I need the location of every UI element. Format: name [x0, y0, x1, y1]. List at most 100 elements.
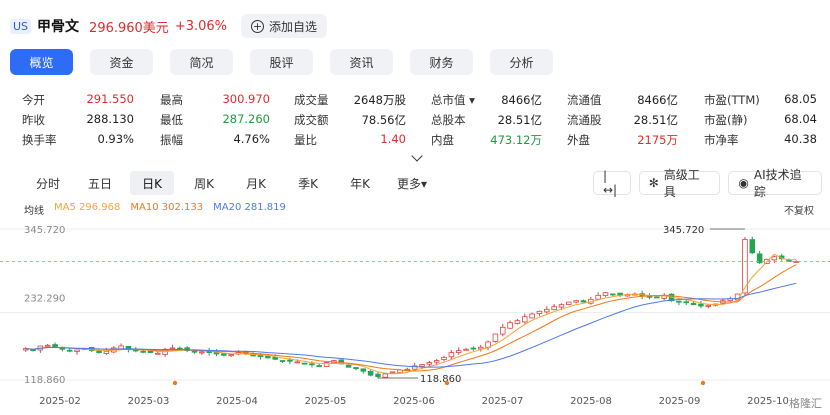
period-daily[interactable]: 日K [130, 171, 174, 195]
period-yearly[interactable]: 年K [350, 176, 370, 191]
candle-body [228, 354, 234, 357]
candle-body [470, 347, 477, 350]
stats-row: 换手率 0.93% 振幅 4.76% 量比 1.40 内盘 473.12万 外盘 2175万 市净率… [22, 130, 817, 150]
period-monthly[interactable]: 月K [246, 176, 266, 191]
candle-body [698, 303, 704, 307]
candle-body [301, 362, 308, 365]
tab-analysis[interactable]: 分析 [490, 49, 553, 75]
candlestick-chart[interactable]: 345.720 232.290 118.860 345.720 118.860 2025-… [0, 215, 830, 415]
candle-body [433, 360, 440, 363]
period-more-dropdown[interactable]: 更多▾ [396, 176, 428, 191]
stats-row: 今开 291.550 最高 300.970 成交量 2648万股 总市值 ▾ 8466亿 流通值… [22, 90, 817, 110]
period-selector: 分时 五日 日K 周K 月K 季K 年K 更多▾ [26, 171, 442, 195]
stat-value: 8466亿 [501, 93, 542, 107]
stat-value: 0.93% [97, 132, 134, 146]
candle-body [499, 326, 506, 335]
candle-body [44, 344, 51, 347]
tab-overview[interactable]: 概览 [10, 49, 73, 75]
candle-body [492, 333, 499, 342]
tab-comments[interactable]: 股评 [250, 49, 313, 75]
stat-label: 量比 [294, 133, 317, 147]
watermark-logo: 格隆汇 [789, 397, 822, 410]
tab-funds[interactable]: 资金 [90, 49, 153, 75]
candle-body [654, 296, 660, 299]
candle-body [221, 353, 227, 356]
candle-body [602, 292, 609, 297]
x-tick-label: 2025-08 [570, 396, 612, 407]
candle-body [287, 359, 293, 362]
candle-body [389, 371, 396, 374]
candle-body [756, 253, 763, 264]
y-tick-label: 232.290 [24, 294, 65, 305]
chart-tools: |↔| ✻ 高级工具 ◉ AI技术追踪 [593, 168, 830, 199]
price-adjust-toggle[interactable]: 不复权 [784, 206, 814, 217]
tab-profile[interactable]: 简况 [170, 49, 233, 75]
ma20-value: MA20 281.819 [213, 202, 286, 213]
period-quarterly[interactable]: 季K [298, 176, 318, 191]
last-price: 296.960美元 [89, 20, 169, 36]
ma-label: 均线 [24, 206, 44, 217]
add-watchlist-button[interactable]: + 添加自选 [241, 14, 328, 38]
candle-body [793, 261, 800, 263]
y-tick-label: 345.720 [24, 225, 65, 236]
ai-tracking-label: AI技术追踪 [753, 168, 802, 199]
candle-body [455, 350, 462, 353]
candle-body [367, 370, 374, 376]
stat-label: 市净率 [704, 133, 739, 147]
candle-body [404, 368, 411, 371]
x-tick-label: 2025-06 [393, 396, 435, 407]
y-tick-label: 118.860 [24, 375, 65, 386]
stat-value: 8466亿 [637, 93, 678, 107]
candle-body [771, 256, 778, 261]
moving-average-legend: 均线 MA5 296.968 MA10 302.133 MA20 281.819 [24, 202, 296, 217]
candle-body [309, 363, 315, 366]
period-intraday[interactable]: 分时 [35, 176, 60, 191]
candle-body [316, 365, 323, 367]
price-change-percent: +3.06% [174, 18, 228, 34]
candle-body [191, 350, 198, 353]
candle-body [742, 239, 748, 294]
expand-chart-button[interactable]: |↔| [593, 169, 631, 197]
stat-label: 昨收 [22, 113, 45, 127]
candle-body [66, 349, 73, 352]
candle-body [375, 373, 381, 377]
stat-label: 换手率 [22, 133, 57, 147]
stat-value: 288.130 [86, 112, 134, 126]
candle-body [610, 293, 616, 296]
x-tick-label: 2025-09 [659, 396, 701, 407]
candle-body [345, 364, 352, 368]
candle-body [514, 320, 521, 324]
advanced-tools-label: 高级工具 [663, 168, 700, 199]
x-tick-label: 2025-10 [747, 396, 789, 407]
x-tick-label: 2025-03 [128, 396, 170, 407]
x-tick-label: 2025-04 [216, 396, 258, 407]
stat-value: 1.40 [380, 132, 406, 146]
stat-label: 外盘 [567, 133, 590, 147]
stat-value: 28.51亿 [633, 113, 678, 127]
chevron-down-icon[interactable] [411, 150, 423, 162]
market-badge: US [10, 18, 32, 34]
tab-financials[interactable]: 财务 [410, 49, 473, 75]
candle-body [676, 300, 682, 303]
stat-value: 4.76% [233, 132, 270, 146]
period-weekly[interactable]: 周K [194, 176, 214, 191]
candle-body [279, 360, 286, 362]
min-price-label: 118.860 [420, 374, 461, 385]
stat-label: 流通值 [567, 93, 602, 107]
x-tick-label: 2025-05 [305, 396, 347, 407]
advanced-tools-button[interactable]: ✻ 高级工具 [638, 168, 721, 199]
candle-body [573, 300, 579, 303]
expand-horizontal-icon: |↔| [603, 169, 618, 197]
stat-value: 40.38 [784, 132, 817, 146]
stat-label: 流通股 [567, 113, 602, 127]
ai-tracking-button[interactable]: ◉ AI技术追踪 [728, 168, 822, 199]
tab-news[interactable]: 资讯 [330, 49, 393, 75]
candle-body [507, 322, 513, 329]
ma10-value: MA10 302.133 [130, 202, 204, 213]
stat-label: 今开 [22, 93, 45, 107]
period-5day[interactable]: 五日 [87, 176, 112, 191]
stat-value: 473.12万 [490, 133, 542, 147]
candle-body [74, 349, 80, 352]
candle-body [566, 301, 572, 305]
candle-body [294, 361, 300, 364]
